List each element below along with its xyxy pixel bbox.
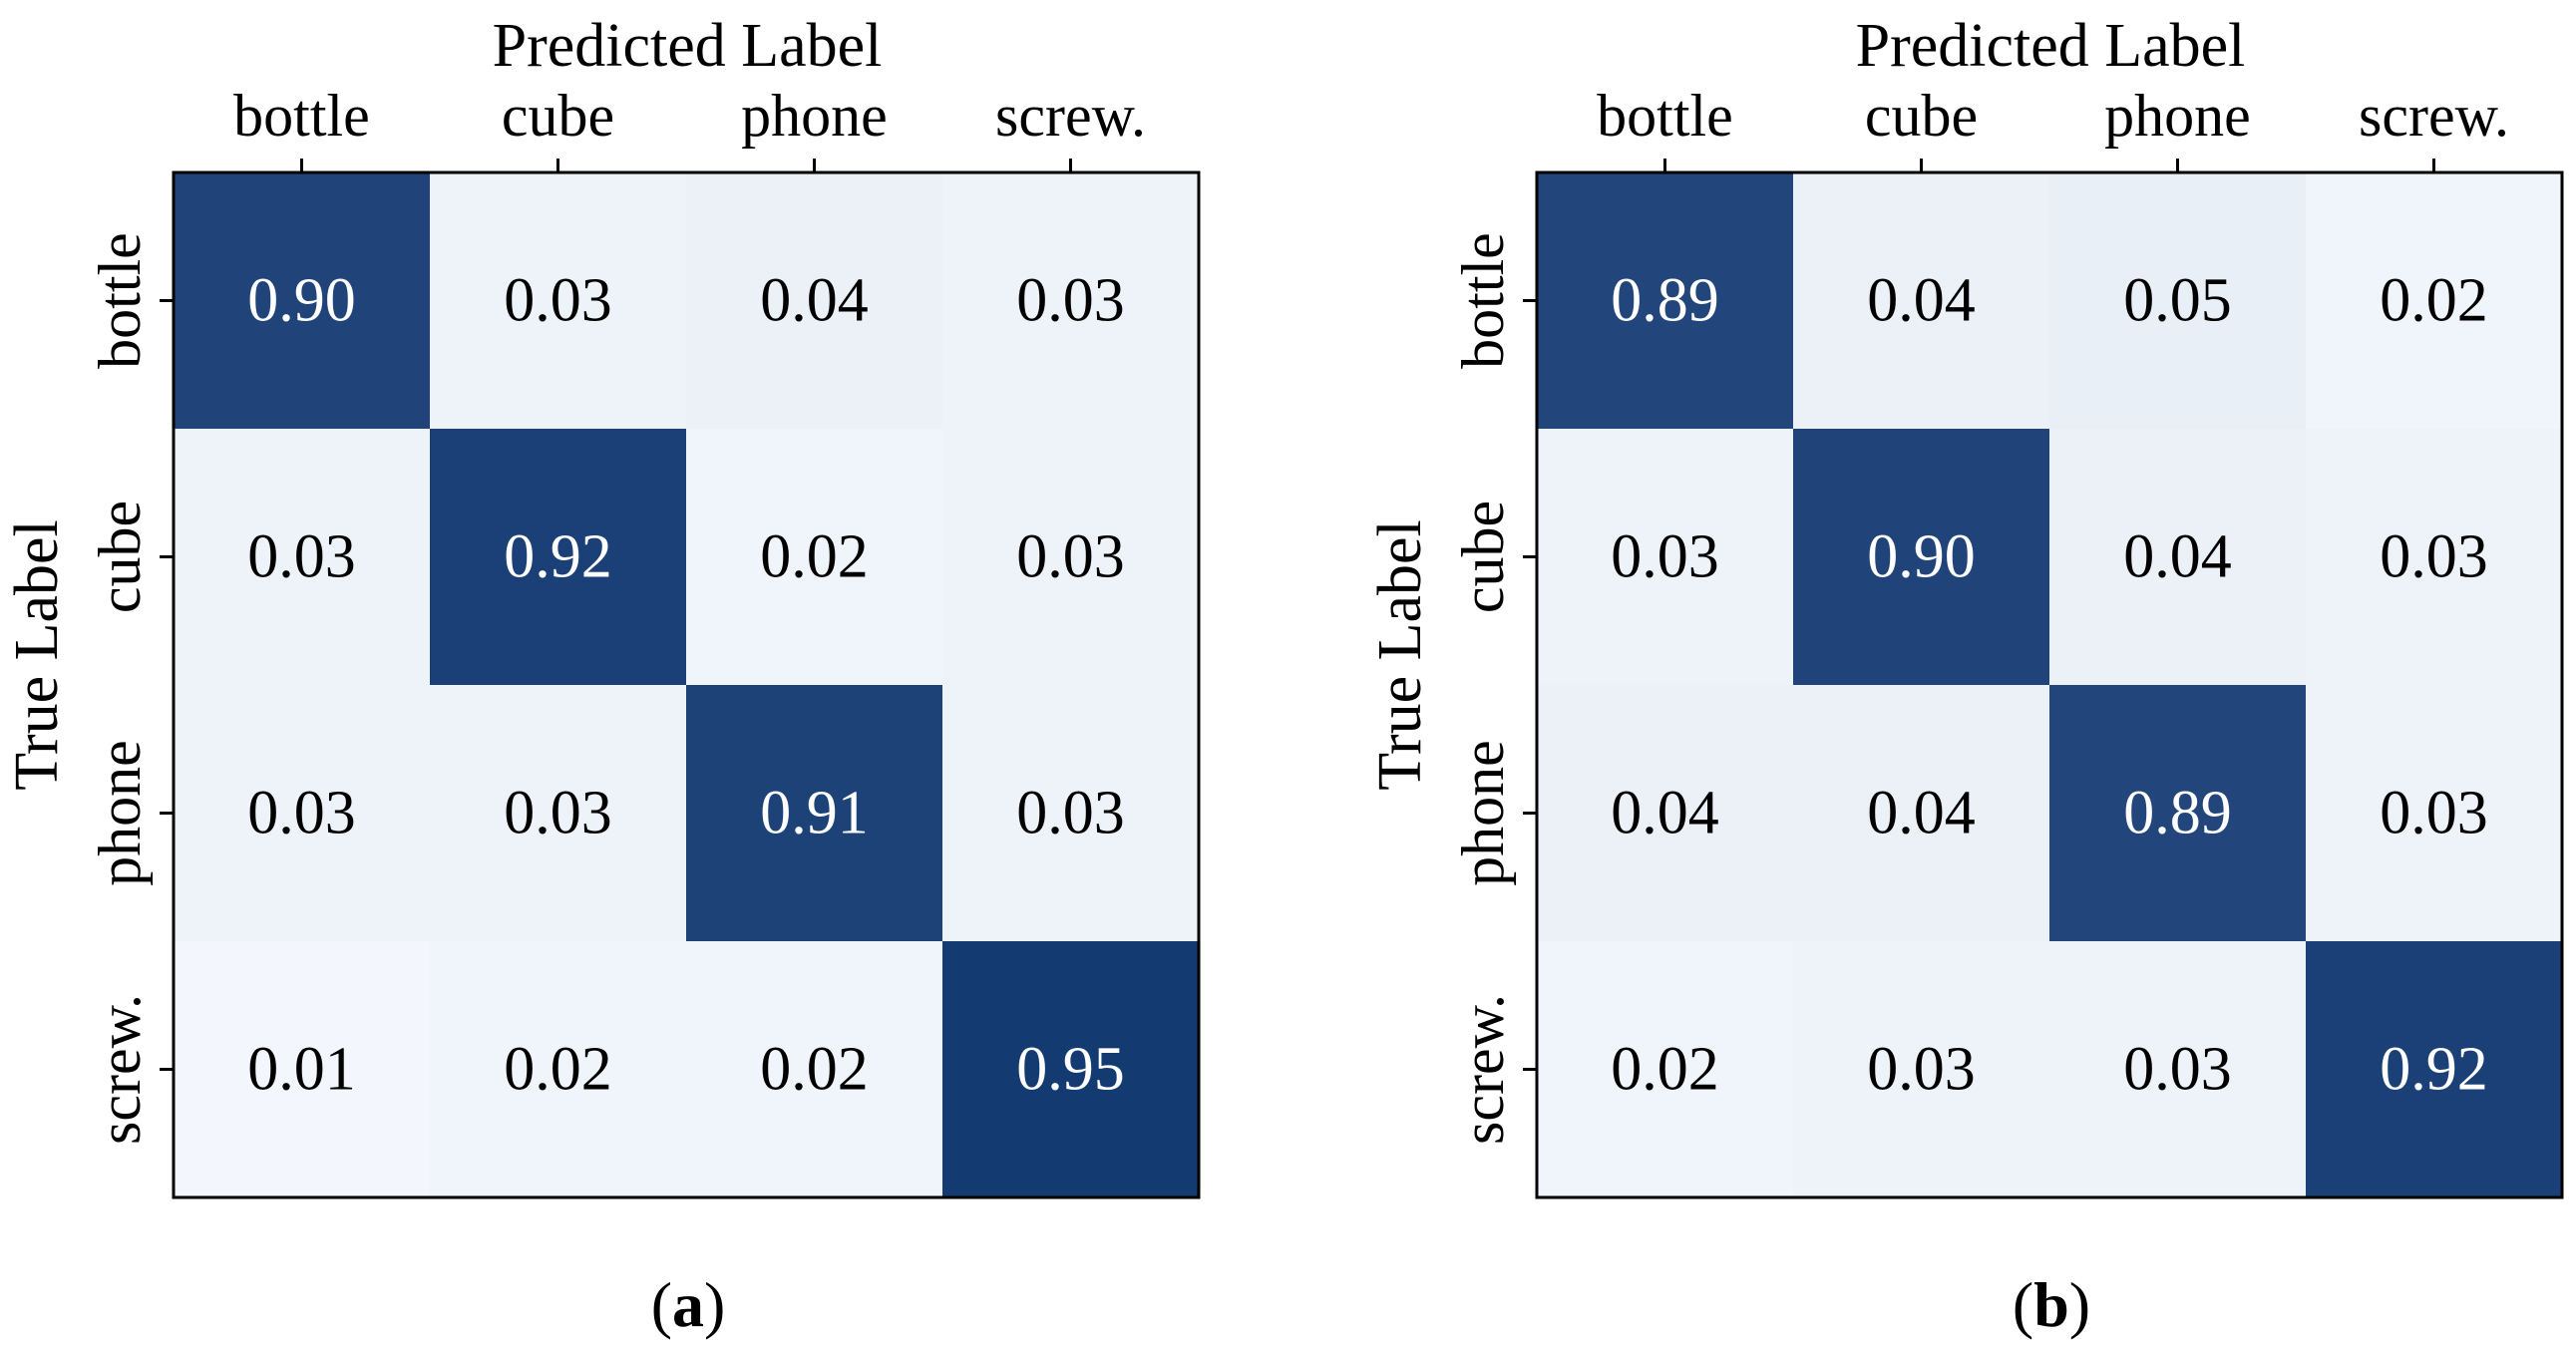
cell-value-label: 0.03 [1016,780,1125,847]
x-tick-label: bottle [1597,83,1733,149]
cell-value-label: 0.04 [1611,780,1719,847]
heatmap-cell [1793,172,2050,430]
y-tick-label: bottle [1450,232,1516,369]
cell-value-label: 0.02 [1611,1036,1719,1104]
cell-value-label: 0.02 [504,1036,612,1104]
cell-value-label: 0.01 [247,1036,356,1104]
heatmap-cell [1793,941,2050,1198]
heatmap-cell [2306,941,2563,1198]
panel-caption: (b) [2013,1269,2090,1340]
heatmap-cell [2049,172,2307,430]
heatmap-cell [2049,429,2307,686]
y-tick-label: cube [1450,501,1516,613]
heatmap-cell [2306,172,2563,430]
x-tick-label: phone [2104,83,2251,149]
heatmap-cell [1793,429,2050,686]
heatmap-cell [174,429,431,686]
cell-value-label: 0.91 [760,780,869,847]
cell-value-label: 0.04 [1867,780,1976,847]
x-tick-label: screw. [2359,83,2509,149]
cell-value-label: 0.03 [504,780,612,847]
heatmap-cell [2049,941,2307,1198]
y-tick-label: bottle [87,232,153,369]
x-tick-label: screw. [995,83,1146,149]
cell-value-label: 0.04 [2123,523,2232,591]
heatmap-cell [174,685,431,942]
y-tick-label: phone [87,740,153,886]
heatmap-cell [430,172,687,430]
heatmap-cell [686,172,943,430]
cell-value-label: 0.03 [504,267,612,335]
cell-value-label: 0.04 [760,267,869,335]
panel-b: 0.89 0.04 0.05 0.02 0.03 0.90 0.04 0.03 0.04 0.04… [1366,12,2564,1340]
heatmap-cell [686,941,943,1198]
cell-value-label: 0.03 [2123,1036,2232,1104]
cell-value-label: 0.03 [1867,1036,1976,1104]
cell-value-label: 0.89 [2123,780,2232,847]
heatmap-cell [1537,941,1794,1198]
heatmap-cell [686,429,943,686]
x-axis-title: Predicted Label [493,12,883,80]
heatmap-cell [942,172,1200,430]
x-tick-label: bottle [233,83,370,149]
cell-value-label: 0.04 [1867,267,1976,335]
panel-caption-letter: a [672,1269,704,1340]
x-axis-title: Predicted Label [1856,12,2246,80]
cell-value-label: 0.05 [2123,267,2232,335]
cell-value-label: 0.03 [1016,267,1125,335]
cell-value-label: 0.89 [1611,267,1719,335]
matrix-frame [172,170,1201,1199]
cell-value-label: 0.03 [1611,523,1719,591]
cell-value-label: 0.02 [2380,267,2488,335]
heatmap-cell [174,941,431,1198]
heatmap-cell [1537,172,1794,430]
cell-value-label: 0.03 [2380,780,2488,847]
x-tick-label: phone [741,83,888,149]
panel-caption-letter: b [2033,1269,2069,1340]
cell-value-label: 0.92 [2380,1036,2488,1104]
cell-value-label: 0.02 [760,523,869,591]
y-tick-label: screw. [87,994,153,1145]
x-tick-label: cube [502,83,614,149]
heatmap-cell [2306,685,2563,942]
heatmap-cell [942,685,1200,942]
panel-a: 0.90 0.03 0.04 0.03 0.03 0.92 0.02 0.03 0.03 0.03… [3,12,1201,1340]
y-tick-label: cube [87,501,153,613]
cell-value-label: 0.90 [247,267,356,335]
heatmap-cell [942,941,1200,1198]
cell-value-label: 0.95 [1016,1036,1125,1104]
heatmap-cell [174,172,431,430]
x-tick-label: cube [1865,83,1978,149]
heatmap-cell [942,429,1200,686]
panel-caption: (a) [651,1269,726,1340]
y-axis-title: True Label [3,519,71,791]
y-tick-label: phone [1450,740,1516,886]
cell-value-label: 0.03 [1016,523,1125,591]
heatmap-cell [1537,685,1794,942]
heatmap-cell [1537,429,1794,686]
heatmap-cell [430,685,687,942]
cell-value-label: 0.03 [247,523,356,591]
y-tick-label: screw. [1450,994,1516,1145]
cell-value-label: 0.03 [247,780,356,847]
heatmap-cell [2049,685,2307,942]
cell-value-label: 0.03 [2380,523,2488,591]
cell-value-label: 0.02 [760,1036,869,1104]
heatmap-cell [430,941,687,1198]
matrix-frame [1535,170,2564,1199]
cell-value-label: 0.90 [1867,523,1976,591]
heatmap-cell [686,685,943,942]
cell-value-label: 0.92 [504,523,612,591]
heatmap-cell [430,429,687,686]
heatmap-cell [1793,685,2050,942]
y-axis-title: True Label [1366,519,1434,791]
heatmap-cell [2306,429,2563,686]
